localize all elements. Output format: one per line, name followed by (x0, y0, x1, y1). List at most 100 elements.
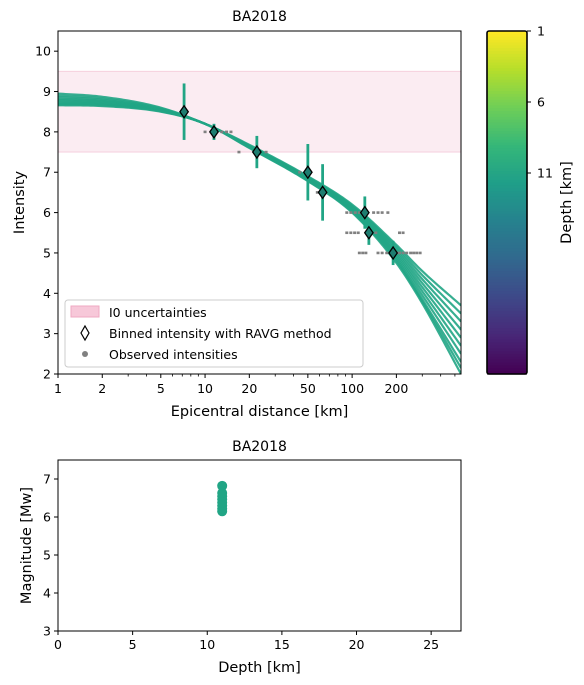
colorbar-segment (487, 188, 527, 192)
observed-intensity-point (345, 231, 349, 235)
y-tick-label: 4 (43, 286, 51, 301)
intensity-plot-frame (57, 30, 462, 375)
binned-intensity-markers (179, 104, 399, 261)
colorbar-segment (487, 133, 527, 138)
colorbar-segment (487, 305, 527, 309)
legend-observed-label: Observed intensities (109, 347, 238, 362)
colorbar-segment (487, 148, 527, 152)
depth-x-tick-label: 20 (349, 637, 365, 652)
intensity-x-axis-ticks: 1 2 5 10 20 50 100 200 (54, 374, 456, 396)
y-tick-label: 7 (43, 165, 51, 180)
y-tick-label: 5 (43, 245, 51, 260)
colorbar-segment (487, 228, 527, 232)
observed-intensity-point (405, 251, 409, 255)
binned-intensity-marker (208, 124, 219, 140)
colorbar-segment (487, 42, 527, 46)
colorbar-segment (487, 191, 527, 195)
colorbar-segment (487, 145, 527, 149)
colorbar-segment (487, 219, 527, 224)
colorbar-segment (487, 108, 527, 112)
colorbar-segment (487, 279, 527, 284)
observed-intensity-point (264, 150, 268, 154)
colorbar-segment (487, 199, 527, 204)
colorbar-segment (487, 348, 527, 352)
colorbar-segment (487, 353, 527, 358)
colorbar-segment (487, 45, 527, 49)
colorbar-segment (487, 82, 527, 86)
binned-intensity-marker (359, 205, 370, 220)
observed-intensity-point (203, 130, 207, 134)
colorbar-segment (487, 316, 527, 321)
colorbar-segment (487, 202, 527, 206)
colorbar-segment (487, 242, 527, 246)
colorbar-segment (487, 296, 527, 301)
colorbar-segment (487, 51, 527, 55)
depth-x-tick-label: 15 (274, 637, 290, 652)
colorbar-segment (487, 159, 527, 164)
colorbar-segment (487, 268, 527, 272)
observed-intensity-point (353, 211, 357, 214)
colorbar-segment (487, 239, 527, 244)
colorbar-segment (487, 233, 527, 238)
colorbar-segment (487, 171, 527, 175)
observed-intensity-point (398, 251, 402, 255)
colorbar-segment (487, 371, 527, 375)
colorbar-segment (487, 173, 527, 178)
colorbar-segment (487, 179, 527, 184)
x-tick-label: 100 (340, 381, 364, 396)
observed-intensity-point (357, 251, 361, 255)
intensity-chart-title: BA2018 (232, 9, 287, 25)
depth-magnitude-panel: BA2018 0 5 10 15 20 25 3 4 5 6 7 Depth [km] Magni… (19, 439, 462, 676)
depth-y-tick-label: 3 (43, 624, 51, 639)
colorbar-segment (487, 231, 527, 235)
colorbar-segment (487, 256, 527, 261)
depth-x-axis-label: Depth [km] (218, 660, 301, 676)
x-tick-label: 10 (197, 381, 213, 396)
colorbar-segment (487, 282, 527, 286)
observed-intensity-point (298, 170, 302, 174)
binned-intensity-marker (363, 225, 374, 240)
legend-binned-label: Binned intensity with RAVG method (109, 326, 332, 341)
colorbar-segment (487, 265, 527, 269)
observed-intensity-point (380, 251, 384, 255)
colorbar-segment (487, 73, 527, 78)
legend-diamond-marker (80, 324, 90, 342)
observed-intensity-point (356, 231, 360, 235)
colorbar-segment (487, 168, 527, 172)
colorbar-segment (487, 339, 527, 344)
colorbar-segment (487, 125, 527, 129)
colorbar-segment (487, 131, 527, 135)
colorbar-segment (487, 85, 527, 89)
colorbar-segment (487, 325, 527, 329)
depth-plot-frame (57, 459, 462, 632)
colorbar-segment (487, 276, 527, 281)
observed-intensity-point (345, 211, 349, 214)
colorbar-segment (487, 288, 527, 292)
observed-intensity-point (412, 251, 416, 255)
depth-chart-title: BA2018 (232, 439, 287, 455)
y-tick-label: 2 (43, 367, 51, 382)
colorbar-segment (487, 53, 527, 58)
observed-intensity-point (380, 211, 384, 214)
colorbar-segment (487, 139, 527, 144)
binned-intensity-marker (317, 185, 328, 200)
colorbar-segment (487, 33, 527, 38)
colorbar-segment (487, 185, 527, 189)
observed-intensity-point (385, 251, 389, 255)
depth-y-axis-ticks: 3 4 5 6 7 (43, 472, 58, 639)
x-tick-label: 50 (300, 381, 316, 396)
observed-intensity-point (374, 231, 378, 235)
colorbar-segment (487, 342, 527, 347)
colorbar-segment (487, 331, 527, 335)
colorbar-segment (487, 59, 527, 64)
colorbar-segment (487, 56, 527, 61)
depth-x-tick-label: 10 (199, 637, 215, 652)
colorbar-segment (487, 365, 527, 369)
colorbar-segment (487, 302, 527, 306)
colorbar-segment (487, 368, 527, 372)
colorbar-segment (487, 205, 527, 209)
colorbar-segment (487, 116, 527, 121)
legend-band-swatch (70, 305, 100, 318)
colorbar-segment (487, 128, 527, 132)
